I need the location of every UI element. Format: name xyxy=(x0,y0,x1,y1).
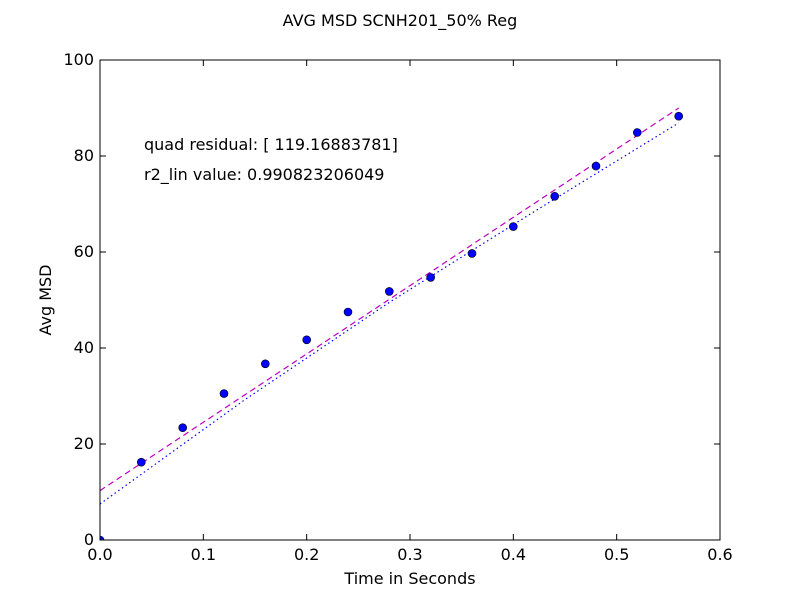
y-tick-label: 80 xyxy=(74,146,94,165)
data-point xyxy=(100,535,105,540)
axis-ticks: 0.0 0.1 0.2 0.3 0.4 0.5 0.6 0 20 40 60 80 100 xyxy=(63,50,732,564)
data-point xyxy=(302,335,312,345)
x-tick-label: 0.5 xyxy=(604,545,629,564)
data-point xyxy=(137,457,146,467)
plot-area xyxy=(100,107,684,540)
x-tick-label: 0.2 xyxy=(294,545,319,564)
annotation-quad-residual: quad residual: [ 119.16883781] xyxy=(144,135,398,154)
data-point xyxy=(550,192,560,201)
y-tick-label: 40 xyxy=(74,338,94,357)
y-tick-label: 100 xyxy=(63,50,94,69)
y-tick-label: 0 xyxy=(84,530,94,549)
x-tick-label: 0.0 xyxy=(87,545,112,564)
y-tick-label: 60 xyxy=(74,242,94,261)
data-point xyxy=(219,389,229,398)
chart-title: AVG MSD SCNH201_50% Reg xyxy=(283,11,518,31)
x-tick-label: 0.1 xyxy=(191,545,216,564)
x-tick-label: 0.4 xyxy=(501,545,526,564)
x-axis-label: Time in Seconds xyxy=(343,569,475,588)
data-point xyxy=(178,423,187,433)
linear-fit-line xyxy=(100,107,680,492)
annotation-r2-lin: r2_lin value: 0.990823206049 xyxy=(144,165,384,185)
x-tick-label: 0.6 xyxy=(707,545,732,564)
data-point xyxy=(426,273,436,282)
data-point xyxy=(674,111,684,121)
data-point xyxy=(343,307,353,317)
x-tick-label: 0.3 xyxy=(397,545,422,564)
data-point xyxy=(260,359,270,369)
y-tick-label: 20 xyxy=(74,434,94,453)
data-point xyxy=(508,222,518,231)
data-point xyxy=(467,249,477,258)
data-point xyxy=(384,287,394,296)
data-point xyxy=(632,128,642,137)
plot-frame xyxy=(99,59,721,541)
y-axis-label: Avg MSD xyxy=(36,265,55,336)
data-point xyxy=(591,161,601,171)
